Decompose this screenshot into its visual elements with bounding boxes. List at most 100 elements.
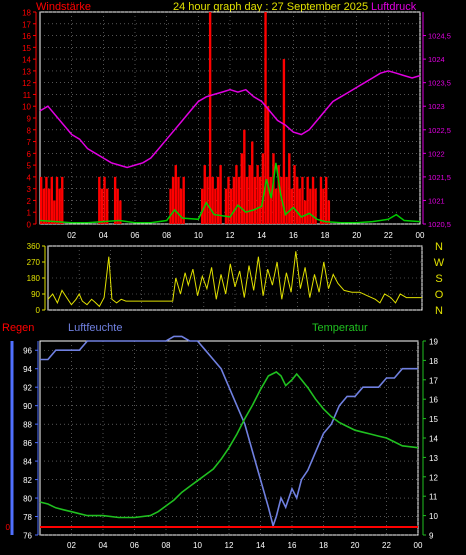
temperature-axis-tick-label: 17 xyxy=(429,376,438,385)
gust-line xyxy=(39,162,421,224)
humidity-axis-tick-label: 86 xyxy=(23,439,32,448)
wind-bar xyxy=(269,176,272,224)
humidity-axis-tick-label: 78 xyxy=(23,513,32,522)
wind-bar xyxy=(309,188,312,224)
wind-bar xyxy=(253,176,257,224)
pressure-axis-tick-label: 1021,5 xyxy=(428,173,451,182)
wind-bar xyxy=(272,153,275,224)
wind-bar xyxy=(285,176,288,224)
time-tick-label: 14 xyxy=(257,231,266,240)
wind-bar xyxy=(282,59,286,224)
wind-bar xyxy=(113,176,117,224)
wind-bar xyxy=(248,165,251,224)
wind-bar xyxy=(288,153,291,224)
time-tick-label: 04 xyxy=(99,541,108,550)
time-tick-label: 04 xyxy=(99,231,108,240)
time-tick-label: 12 xyxy=(225,541,234,550)
humidity-axis-tick-label: 80 xyxy=(23,495,32,504)
pressure-axis-tick-label: 1021 xyxy=(428,196,445,205)
wind-bar xyxy=(206,176,209,224)
wind-bar xyxy=(274,188,278,224)
wind-bar xyxy=(53,200,56,224)
temperature-axis-tick-label: 14 xyxy=(429,435,438,444)
wind-bar xyxy=(306,176,309,224)
time-tick-label: 22 xyxy=(384,231,393,240)
humidity-axis-title: Luftfeuchte xyxy=(68,322,122,334)
wind-axis-tick-label: 10 xyxy=(22,103,31,112)
wind-bar xyxy=(290,188,294,224)
wind-bar xyxy=(230,188,233,224)
wind-bar xyxy=(277,165,280,224)
wind-axis-tick-label: 5 xyxy=(27,162,32,171)
wind-bar xyxy=(169,188,172,224)
wind-bar xyxy=(219,165,222,224)
wind-bar xyxy=(61,176,64,224)
wind-bar xyxy=(245,176,249,224)
wind-bar xyxy=(45,176,48,224)
wind-bar xyxy=(235,165,238,224)
pressure-axis-tick-label: 1024 xyxy=(428,55,445,64)
temperature-axis-tick-label: 10 xyxy=(429,512,438,521)
pressure-axis-tick-label: 1024,5 xyxy=(428,32,451,41)
wind-bar xyxy=(182,176,185,224)
temperature-axis-tick-label: 9 xyxy=(429,532,434,541)
wind-bar xyxy=(298,188,301,224)
temperature-axis-tick-label: 16 xyxy=(429,396,438,405)
time-tick-label: 00 xyxy=(416,231,425,240)
time-tick-label: 00 xyxy=(414,541,423,550)
wind-bar xyxy=(258,176,262,224)
wind-bar xyxy=(171,176,175,224)
time-tick-label: 02 xyxy=(67,541,76,550)
time-tick-label: 22 xyxy=(382,541,391,550)
humidity-line xyxy=(40,335,418,529)
wind-axis-tick-label: 9 xyxy=(27,115,32,124)
wind-bar xyxy=(296,176,299,224)
wind-axis-tick-label: 18 xyxy=(22,9,31,18)
wind-bar xyxy=(216,176,220,224)
wind-bar xyxy=(50,176,53,224)
wind-bar xyxy=(261,153,265,224)
humidity-temperature-panel: 76 78 80 82 84 86 88 90 92 94 96 0 9 10 11 12 13 14 15 16 1… xyxy=(6,335,438,550)
pressure-axis-tick-label: 1023 xyxy=(428,102,445,111)
wind-axis-tick-label: 15 xyxy=(22,44,31,53)
wind-axis-tick-label: 17 xyxy=(22,20,31,29)
temperature-line xyxy=(39,371,419,519)
wind-bar xyxy=(301,176,304,224)
wind-axis-tick-label: 4 xyxy=(27,173,32,182)
wind-bar xyxy=(303,200,307,224)
time-tick-label: 06 xyxy=(130,541,139,550)
wind-bar xyxy=(40,176,43,224)
wind-bar xyxy=(319,176,323,224)
humidity-axis-tick-label: 94 xyxy=(23,365,32,374)
wind-bar xyxy=(232,176,236,224)
wind-bar xyxy=(174,165,177,224)
humidity-axis-tick-label: 88 xyxy=(23,421,32,430)
wind-axis-tick-label: 0 xyxy=(27,221,32,230)
humidity-axis-tick-label: 92 xyxy=(23,384,32,393)
wind-bar xyxy=(42,188,46,224)
wind-bar xyxy=(55,176,59,224)
temperature-axis-tick-label: 15 xyxy=(429,415,438,424)
wind-bar xyxy=(237,176,241,224)
direction-axis-tick-label: 180 xyxy=(27,274,41,283)
wind-bar xyxy=(58,188,61,224)
temperature-axis-tick-label: 12 xyxy=(429,473,438,482)
wind-axis-tick-label: 12 xyxy=(22,79,31,88)
time-tick-label: 14 xyxy=(256,541,265,550)
humidity-axis-tick-label: 96 xyxy=(23,347,32,356)
humidity-axis-tick-label: 90 xyxy=(23,402,32,411)
wind-bar xyxy=(116,188,119,224)
wind-axis-title: Windstärke xyxy=(36,1,91,13)
wind-bar xyxy=(47,188,51,224)
time-tick-label: 18 xyxy=(319,541,328,550)
time-tick-label: 08 xyxy=(162,541,171,550)
wind-axis-tick-label: 2 xyxy=(27,197,32,206)
pressure-axis-tick-label: 1020,5 xyxy=(428,220,451,229)
wind-bar xyxy=(327,200,331,224)
compass-label: N xyxy=(435,241,443,253)
wind-bar xyxy=(201,188,204,224)
wind-bar xyxy=(103,176,106,224)
time-tick-label: 18 xyxy=(321,231,330,240)
pressure-axis-title: Luftdruck xyxy=(371,1,417,13)
